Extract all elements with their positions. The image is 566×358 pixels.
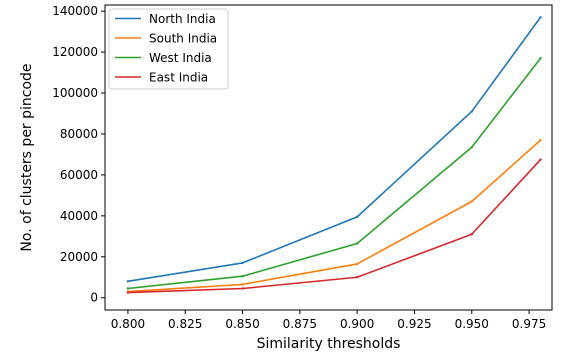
plot-frame — [104, 4, 553, 311]
x-axis-title: Similarity thresholds — [257, 336, 401, 352]
data-point — [126, 280, 130, 283]
y-tick-label: 40000 — [60, 209, 98, 223]
data-point — [539, 158, 542, 161]
data-point — [355, 215, 359, 219]
data-point — [126, 287, 130, 290]
x-tick-label: 0.800 — [111, 317, 145, 331]
data-point — [355, 262, 359, 266]
data-point — [355, 276, 359, 279]
legend-label: East India — [149, 71, 208, 85]
legend: North India South India West India East Ind… — [108, 8, 229, 90]
data-point — [470, 146, 473, 149]
x-tick-label: 0.925 — [397, 317, 431, 331]
x-axis-ticks: 0.800 0.825 0.850 0.875 0.900 0.925 0.950 0.975 — [111, 310, 546, 331]
x-tick-label: 0.875 — [283, 317, 317, 331]
data-point — [241, 287, 244, 290]
x-tick-label: 0.950 — [455, 317, 489, 331]
data-point — [470, 233, 473, 236]
series-layer — [126, 16, 542, 294]
x-tick-label: 0.975 — [512, 317, 546, 331]
data-point — [355, 242, 359, 245]
legend-label: North India — [149, 12, 216, 26]
y-tick-label: 80000 — [60, 127, 98, 141]
y-tick-label: 100000 — [52, 86, 98, 100]
y-tick-label: 20000 — [60, 250, 98, 264]
x-tick-label: 0.850 — [225, 317, 259, 331]
y-axis-title: No. of clusters per pincode — [19, 63, 35, 251]
y-tick-label: 0 — [90, 291, 98, 305]
data-point — [539, 57, 542, 60]
x-tick-label: 0.825 — [168, 317, 202, 331]
data-point — [241, 261, 244, 265]
data-point — [470, 110, 473, 113]
data-point — [241, 275, 244, 278]
legend-label: West India — [149, 51, 212, 65]
data-point — [241, 283, 244, 286]
legend-box — [108, 8, 229, 90]
legend-label: South India — [149, 32, 217, 46]
y-tick-label: 120000 — [52, 45, 98, 59]
data-point — [126, 291, 130, 294]
y-axis-ticks: 0 20000 40000 60000 80000 100000 120000 140000 — [52, 4, 105, 305]
data-point — [539, 16, 542, 19]
data-point — [539, 138, 542, 142]
y-tick-label: 140000 — [52, 4, 98, 18]
x-tick-label: 0.900 — [340, 317, 374, 331]
data-point — [470, 200, 473, 203]
y-tick-label: 60000 — [60, 168, 98, 182]
